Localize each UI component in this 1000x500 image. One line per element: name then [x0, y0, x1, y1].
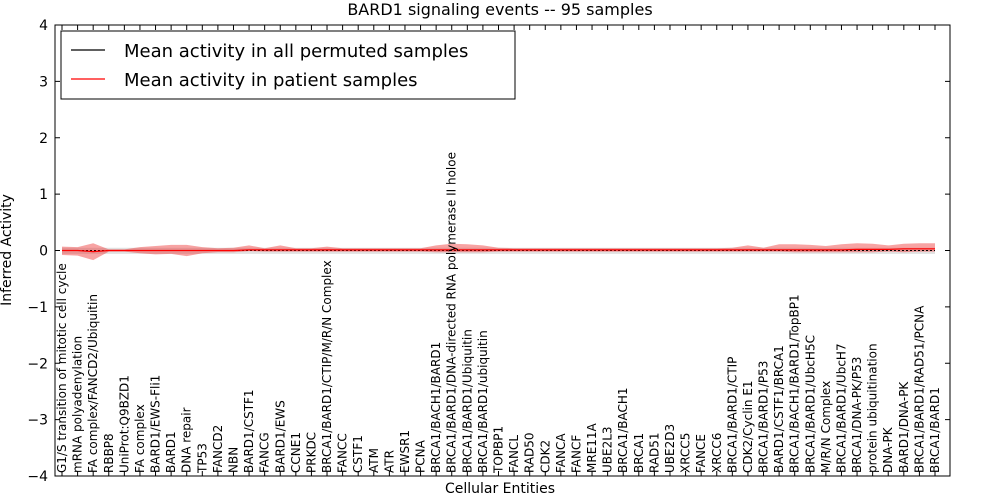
- legend: Mean activity in all permuted samples Me…: [60, 30, 516, 100]
- y-axis-label: Inferred Activity: [0, 194, 15, 306]
- x-tick-label: BRCA1/BARD1/DNA-directed RNA polymerase …: [445, 152, 459, 473]
- x-tick-label: FANCF: [569, 435, 583, 473]
- y-tick-label: −4: [27, 469, 48, 485]
- x-tick-label: BRCA1/BARD1/ubiquitin: [476, 330, 490, 473]
- x-tick-label: BRCA1/BARD1/Ubiquitin: [460, 329, 474, 473]
- x-tick-label: BRCA1/BARD1/UbcH7: [835, 343, 849, 473]
- x-tick-label: UBE2D3: [663, 424, 677, 473]
- y-tick-label: 3: [39, 74, 48, 90]
- x-tick-label: BRCA1/BARD1/RAD51/PCNA: [912, 305, 926, 473]
- x-tick-label: ATR: [382, 450, 396, 473]
- y-tick-label: −3: [27, 413, 48, 429]
- x-tick-label: BARD1/EWS: [273, 400, 287, 473]
- x-tick-label: FANCD2: [211, 425, 225, 473]
- x-tick-label: BRCA1/BARD1: [928, 387, 942, 473]
- x-tick-label: BRCA1/DNA-PK/P53: [850, 357, 864, 473]
- line-series-1: [62, 248, 935, 253]
- x-tick-label: DNA-PK: [881, 426, 895, 473]
- x-tick-label: FANCG: [258, 432, 272, 473]
- y-tick-label: −1: [27, 300, 48, 316]
- x-tick-label: TP53: [195, 443, 209, 474]
- x-tick-label: RBBP8: [102, 433, 116, 473]
- x-axis-label: Cellular Entities: [445, 481, 555, 497]
- x-tick-label: G1/S transition of mitotic cell cycle: [55, 263, 69, 473]
- x-tick-labels: G1/S transition of mitotic cell cycle mRN…: [55, 152, 942, 474]
- x-tick-label: FA complex: [133, 404, 147, 473]
- x-tick-label: UniProt:Q9BZD1: [117, 375, 131, 473]
- x-tick-label: BRCA1/BACH1/BARD1: [429, 342, 443, 473]
- x-tick-label: PCNA: [414, 439, 428, 473]
- y-tick-label: 4: [39, 18, 48, 34]
- y-tick-label: −2: [27, 356, 48, 372]
- x-tick-label: BRCA1/BACH1: [616, 387, 630, 473]
- x-tick-label: TOPBP1: [492, 426, 506, 474]
- x-axis: [61, 25, 936, 476]
- band-series-1: [62, 243, 935, 261]
- x-tick-label: FANCL: [507, 435, 521, 473]
- x-tick-label: BARD1/DNA-PK: [897, 381, 911, 473]
- x-tick-label: FA complex/FANCD2/Ubiquitin: [86, 294, 100, 473]
- y-axis: 4 3 2 1 0 −1 −2 −3 −4: [27, 18, 950, 485]
- x-tick-label: CCNE1: [289, 432, 303, 473]
- x-tick-label: BRCA1/BARD1/UbcH5C: [803, 335, 817, 473]
- activity-bands: [62, 243, 935, 261]
- x-tick-label: BARD1/EWS-Fli1: [149, 375, 163, 473]
- x-tick-label: protein ubiquitination: [866, 343, 880, 473]
- x-tick-label: RAD50: [523, 432, 537, 473]
- series-lines: [62, 248, 935, 253]
- x-tick-label: BRCA1/BACH1/BARD1/TopBP1: [788, 294, 802, 473]
- x-tick-label: PRKDC: [304, 432, 318, 473]
- x-tick-label: CDK2/Cyclin E1: [741, 380, 755, 473]
- x-tick-label: EWSR1: [398, 430, 412, 473]
- x-tick-label: CSTF1: [351, 435, 365, 473]
- x-tick-label: BRCA1: [632, 433, 646, 473]
- x-tick-label: BRCA1/BARD1/CTIP: [725, 357, 739, 473]
- x-tick-label: mRNA polyadenylation: [71, 336, 85, 473]
- x-tick-label: BRCA1/BARD1/CTIP/M/R/N Complex: [320, 260, 334, 473]
- x-tick-label: RAD51: [647, 432, 661, 473]
- x-tick-label: DNA repair: [180, 407, 194, 473]
- x-tick-label: BARD1/CSTF1/BRCA1: [772, 345, 786, 473]
- legend-label-patient: Mean activity in patient samples: [124, 70, 418, 91]
- y-tick-label: 2: [39, 131, 48, 147]
- x-tick-label: UBE2L3: [601, 426, 615, 473]
- legend-label-permuted: Mean activity in all permuted samples: [124, 41, 468, 62]
- x-tick-label: CDK2: [538, 440, 552, 473]
- x-tick-label: ATM: [367, 448, 381, 473]
- x-tick-label: XRCC6: [710, 433, 724, 473]
- x-tick-label: FANCC: [336, 433, 350, 473]
- x-tick-label: BARD1: [164, 431, 178, 473]
- x-tick-label: FANCE: [694, 434, 708, 473]
- x-tick-label: NBN: [227, 447, 241, 473]
- x-tick-label: M/R/N Complex: [819, 381, 833, 473]
- legend-frame: [60, 30, 516, 100]
- x-tick-label: BARD1/CSTF1: [242, 389, 256, 473]
- x-tick-label: XRCC5: [679, 433, 693, 473]
- x-tick-label: FANCA: [554, 433, 568, 473]
- x-tick-label: BRCA1/BARD1/P53: [757, 361, 771, 473]
- y-tick-label: 1: [39, 187, 48, 203]
- chart-title: BARD1 signaling events -- 95 samples: [347, 0, 652, 19]
- x-tick-label: MRE11A: [585, 422, 599, 473]
- y-tick-label: 0: [39, 244, 48, 260]
